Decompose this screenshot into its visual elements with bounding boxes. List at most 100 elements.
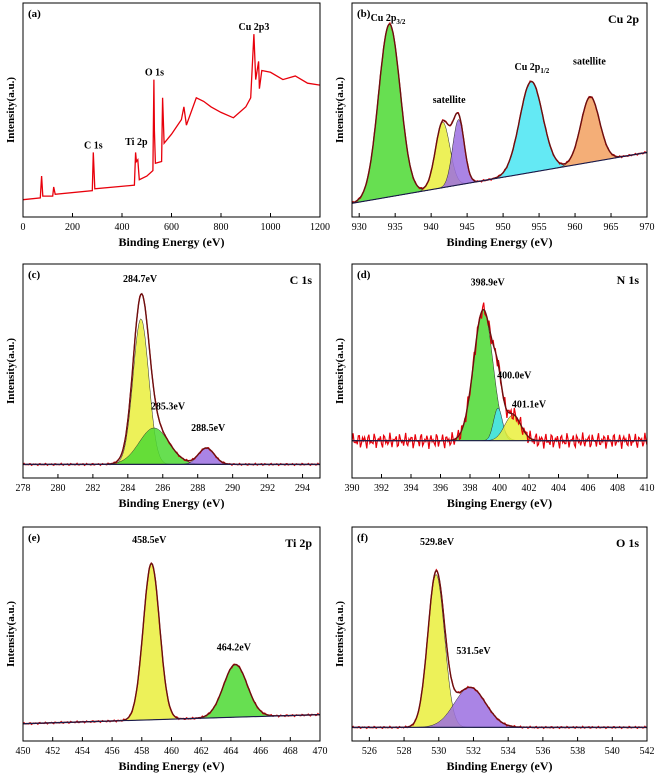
component-peak-1 bbox=[352, 574, 647, 728]
y-axis-label: Intensity(a.u.) bbox=[334, 338, 346, 404]
panel-e: 450 452 454 456 458 460 462 464 466 468 470 Binding… bbox=[5, 526, 328, 773]
fit-envelope-line bbox=[352, 569, 647, 729]
x-tick-label: 464 bbox=[223, 746, 238, 757]
peak-annotation: 284.7eV bbox=[123, 274, 158, 285]
peak-annotation: 288.5eV bbox=[191, 423, 226, 434]
x-tick-label: 528 bbox=[397, 746, 412, 757]
x-tick-label: 294 bbox=[295, 483, 310, 494]
raw-data-line bbox=[352, 568, 647, 730]
panel-label: (a) bbox=[28, 8, 41, 20]
peak-annotation: satellite bbox=[433, 95, 466, 106]
x-tick-label: 940 bbox=[424, 222, 439, 233]
x-tick-label: 292 bbox=[260, 483, 275, 494]
panel-title: C 1s bbox=[290, 273, 313, 287]
panel-c: 278 280 282 284 286 288 290 292 294 Binding Energ… bbox=[5, 263, 321, 510]
x-tick-label: 410 bbox=[640, 483, 655, 494]
plot-area bbox=[352, 21, 647, 204]
x-tick-label: 456 bbox=[105, 746, 120, 757]
panel-title: N 1s bbox=[617, 273, 640, 287]
plot-area bbox=[23, 292, 320, 467]
x-tick-label: 200 bbox=[65, 222, 80, 233]
x-tick-label: 538 bbox=[570, 746, 585, 757]
x-tick-label: 600 bbox=[164, 222, 179, 233]
x-tick-label: 394 bbox=[404, 483, 419, 494]
peak-annotation: Ti 2p bbox=[125, 137, 148, 148]
x-tick-label: 950 bbox=[496, 222, 511, 233]
x-tick-label: 390 bbox=[345, 483, 360, 494]
x-tick-label: 284 bbox=[120, 483, 135, 494]
x-tick-label: 536 bbox=[535, 746, 550, 757]
y-axis-label: Intensity(a.u.) bbox=[334, 601, 346, 667]
peak-annotation: Cu 2p3 bbox=[238, 22, 269, 33]
component-peak-1 bbox=[23, 562, 320, 724]
x-tick-label: 534 bbox=[501, 746, 516, 757]
axes-frame bbox=[351, 2, 648, 218]
panel-label: (e) bbox=[28, 532, 41, 544]
panel-a: 0 200 400 600 800 1000 1200 Binding Energy (eV)… bbox=[5, 2, 330, 249]
x-tick-label: 542 bbox=[640, 746, 655, 757]
raw-data-line bbox=[23, 293, 320, 467]
panel-title: O 1s bbox=[616, 536, 639, 550]
x-axis-label: Binding Energy (eV) bbox=[118, 235, 224, 249]
plot-area bbox=[352, 302, 647, 450]
peak-annotation: 464.2eV bbox=[217, 643, 252, 654]
x-tick-label: 460 bbox=[164, 746, 179, 757]
x-tick-label: 458 bbox=[134, 746, 149, 757]
fit-envelope-line bbox=[23, 562, 320, 725]
peak-annotation: O 1s bbox=[145, 68, 164, 79]
x-tick-label: 400 bbox=[492, 483, 507, 494]
x-tick-label: 945 bbox=[460, 222, 475, 233]
axes-frame bbox=[22, 2, 321, 218]
x-tick-label: 400 bbox=[115, 222, 130, 233]
x-tick-label: 398 bbox=[463, 483, 478, 494]
x-tick-label: 800 bbox=[214, 222, 229, 233]
x-tick-label: 404 bbox=[551, 483, 566, 494]
panel-title: Cu 2p bbox=[608, 12, 639, 26]
x-tick-label: 280 bbox=[50, 483, 65, 494]
x-tick-label: 286 bbox=[155, 483, 170, 494]
x-tick-label: 955 bbox=[532, 222, 547, 233]
peak-annotation: satellite bbox=[573, 57, 606, 68]
x-tick-label: 278 bbox=[16, 483, 31, 494]
peak-annotation: 401.1eV bbox=[512, 400, 547, 411]
peak-annotation: 398.9eV bbox=[471, 278, 506, 289]
x-tick-label: 454 bbox=[75, 746, 90, 757]
x-tick-label: 930 bbox=[352, 222, 367, 233]
x-tick-label: 288 bbox=[190, 483, 205, 494]
panel-label: (d) bbox=[357, 269, 371, 281]
peak-annotation: 285.3eV bbox=[151, 401, 186, 412]
axes-frame bbox=[22, 526, 321, 742]
x-tick-label: 1000 bbox=[261, 222, 281, 233]
component-peak-1 bbox=[23, 318, 320, 465]
x-tick-label: 960 bbox=[568, 222, 583, 233]
x-tick-label: 406 bbox=[581, 483, 596, 494]
x-axis-label: Binging Energy (eV) bbox=[447, 496, 552, 510]
panel-label: (f) bbox=[357, 532, 368, 544]
plot-area bbox=[23, 562, 320, 726]
x-tick-label: 470 bbox=[313, 746, 328, 757]
peak-annotation: C 1s bbox=[84, 140, 103, 151]
x-tick-label: 408 bbox=[610, 483, 625, 494]
survey-spectrum-line bbox=[23, 34, 320, 201]
x-tick-label: 965 bbox=[604, 222, 619, 233]
peak-annotation: 529.8eV bbox=[420, 537, 455, 548]
x-tick-label: 290 bbox=[225, 483, 240, 494]
panel-label: (b) bbox=[357, 8, 371, 20]
panel-f: 526 528 530 532 534 536 538 540 542 Binding Energ… bbox=[334, 526, 655, 773]
peak-annotation: 531.5eV bbox=[456, 646, 491, 657]
background-baseline bbox=[352, 151, 647, 204]
x-axis-label: Binding Energy (eV) bbox=[446, 759, 552, 773]
plot-area bbox=[352, 568, 647, 730]
plot-area bbox=[23, 34, 320, 201]
y-axis-label: Intensity(a.u.) bbox=[5, 601, 17, 667]
y-axis-label: Intensity(a.u.) bbox=[334, 77, 346, 143]
y-axis-label: Intensity(a.u.) bbox=[5, 338, 17, 404]
x-tick-label: 970 bbox=[640, 222, 655, 233]
x-tick-label: 540 bbox=[605, 746, 620, 757]
x-tick-label: 466 bbox=[253, 746, 268, 757]
x-tick-label: 462 bbox=[194, 746, 209, 757]
axes-frame bbox=[22, 263, 321, 479]
peak-annotation: Cu 2p1/2 bbox=[514, 62, 549, 75]
x-axis-label: Binding Energy (eV) bbox=[446, 235, 552, 249]
